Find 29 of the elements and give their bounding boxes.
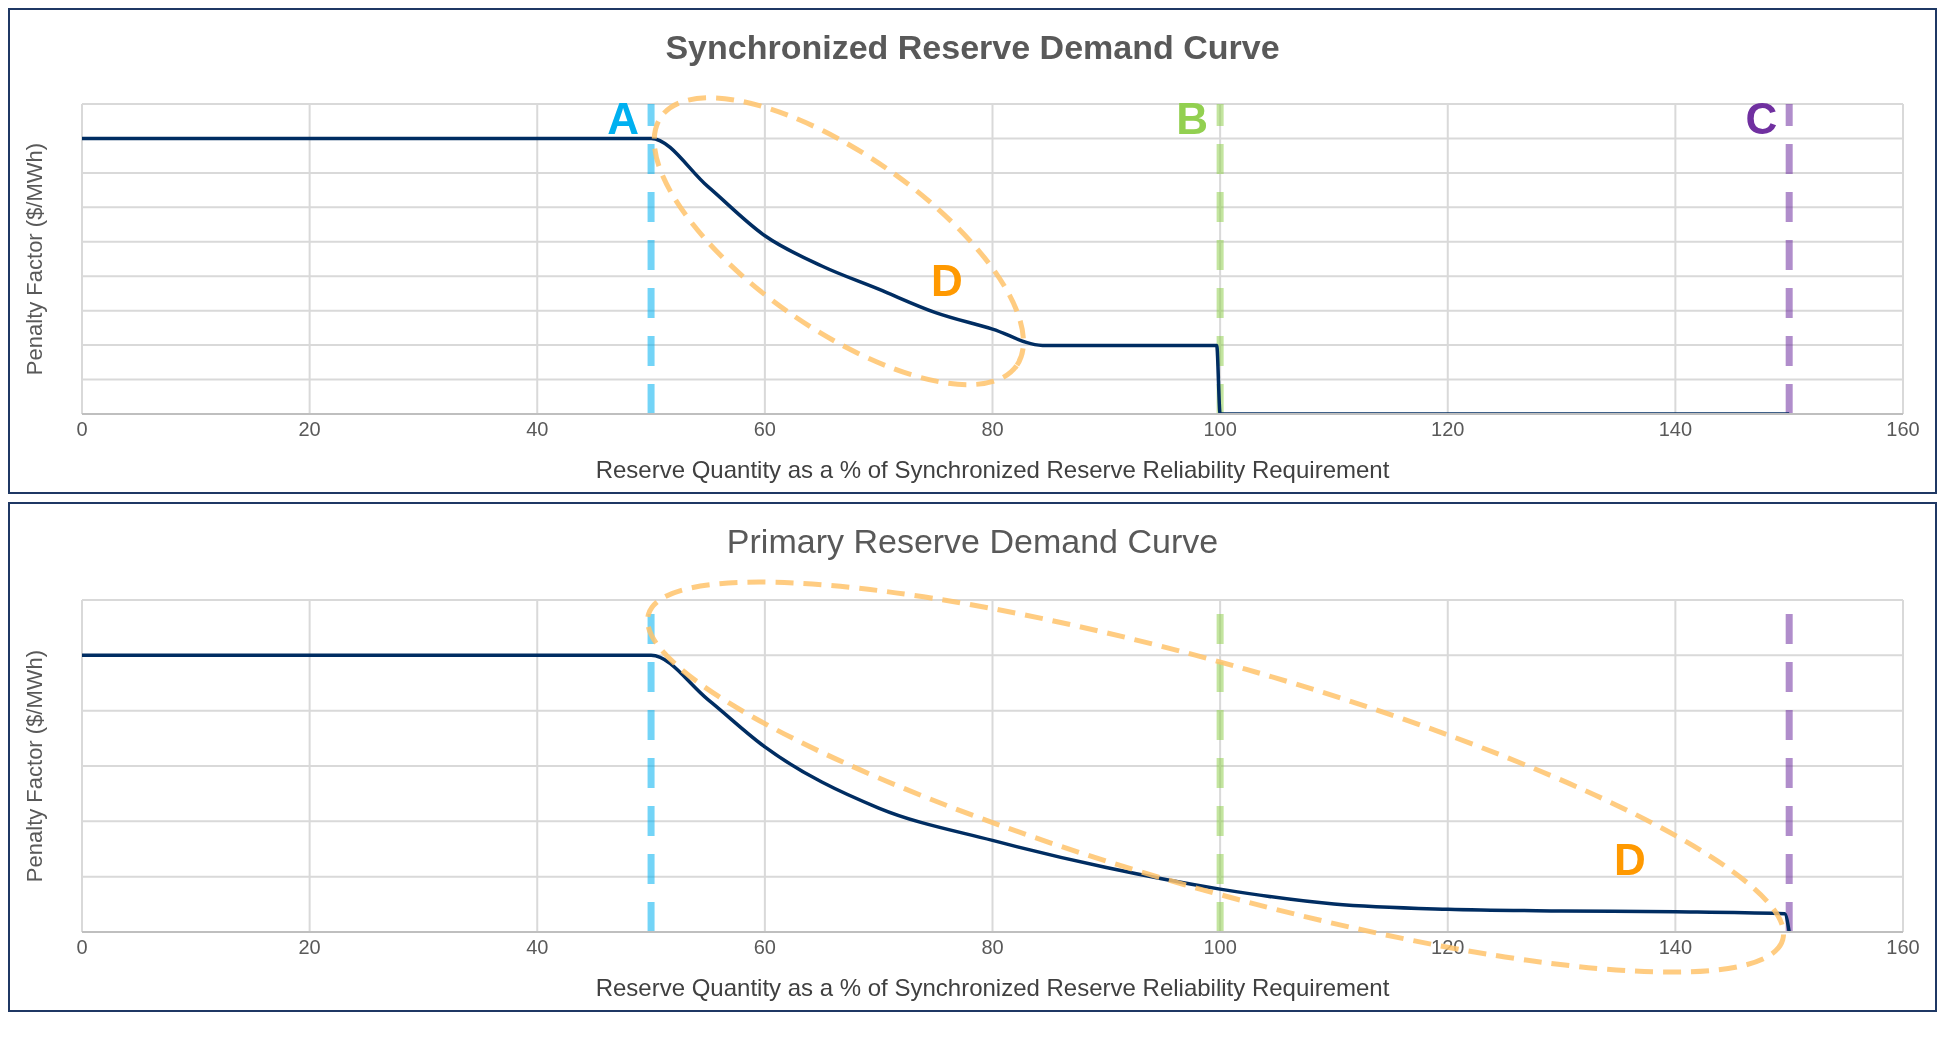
x-axis-title: Reserve Quantity as a % of Synchronized Reserve Reliability Requirement: [595, 974, 1390, 1001]
x-tick-label: 100: [1203, 936, 1237, 959]
x-tick-label: 60: [753, 936, 776, 959]
x-tick-label: 140: [1658, 936, 1693, 959]
x-tick-label: 160: [1886, 936, 1920, 959]
x-tick-label: 120: [1431, 936, 1465, 959]
x-tick-label: 40: [526, 936, 549, 959]
annotation: D: [931, 255, 963, 305]
ref-line-label: C: [1745, 94, 1778, 143]
x-tick-label: 100: [1203, 418, 1237, 441]
y-axis-title: Penalty Factor ($/MWh): [21, 142, 47, 376]
x-tick-label: 0: [76, 936, 88, 959]
ref-line-label: A: [607, 94, 640, 143]
ref-line-label: B: [1176, 94, 1209, 143]
x-tick-label: 40: [526, 418, 549, 441]
y-axis-title: Penalty Factor ($/MWh): [21, 649, 47, 883]
x-tick-label: 140: [1658, 418, 1693, 441]
x-tick-label: 0: [76, 418, 88, 441]
chart-title: Primary Reserve Demand Curve: [725, 522, 1220, 561]
x-tick-label: 20: [298, 418, 321, 441]
x-tick-label: 80: [981, 936, 1004, 959]
x-tick-label: 60: [753, 418, 776, 441]
x-tick-label: 20: [298, 936, 321, 959]
x-tick-label: 80: [981, 418, 1004, 441]
x-tick-label: 120: [1431, 418, 1465, 441]
annotation: D: [1613, 835, 1646, 885]
x-axis-title: Reserve Quantity as a % of Synchronized Reserve Reliability Requirement: [595, 456, 1390, 483]
x-tick-label: 160: [1886, 418, 1920, 441]
chart-title: Synchronized Reserve Demand Curve: [664, 28, 1281, 67]
